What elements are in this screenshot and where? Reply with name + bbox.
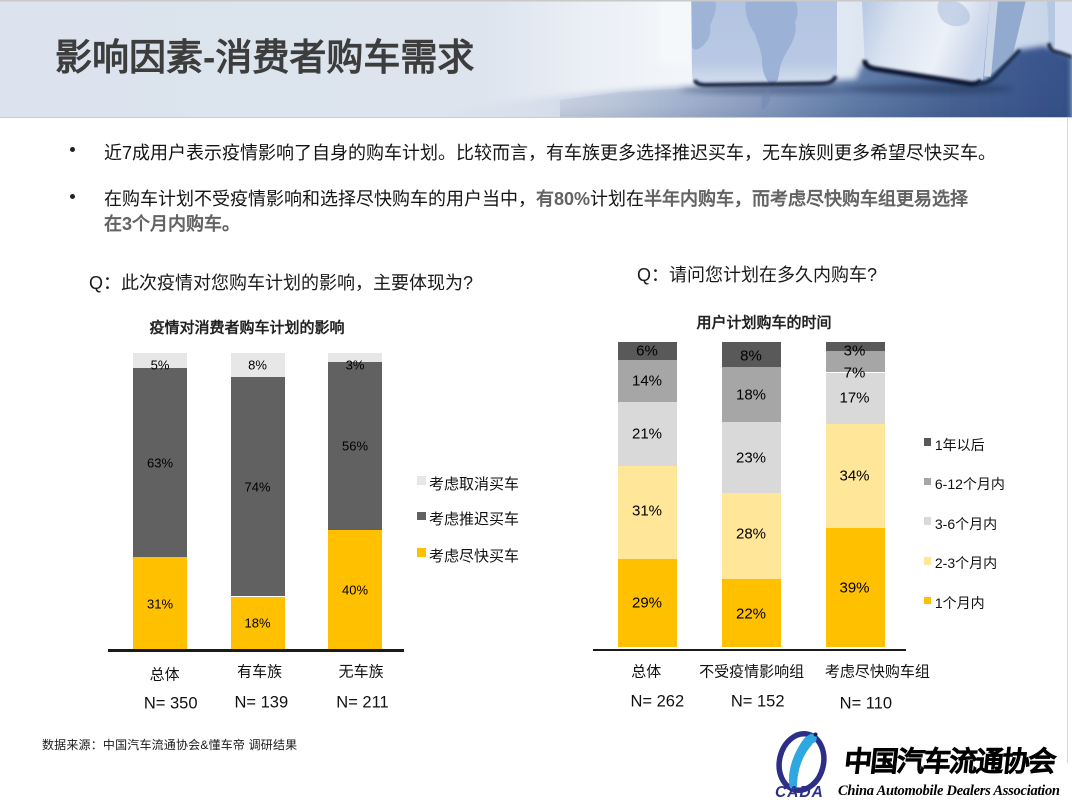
svg-text:中国汽车流通协会: 中国汽车流通协会 [843, 745, 1058, 778]
svg-text:China Automobile Dealers Assoc: China Automobile Dealers Association [838, 783, 1060, 799]
svg-text:CADA: CADA [775, 784, 824, 801]
